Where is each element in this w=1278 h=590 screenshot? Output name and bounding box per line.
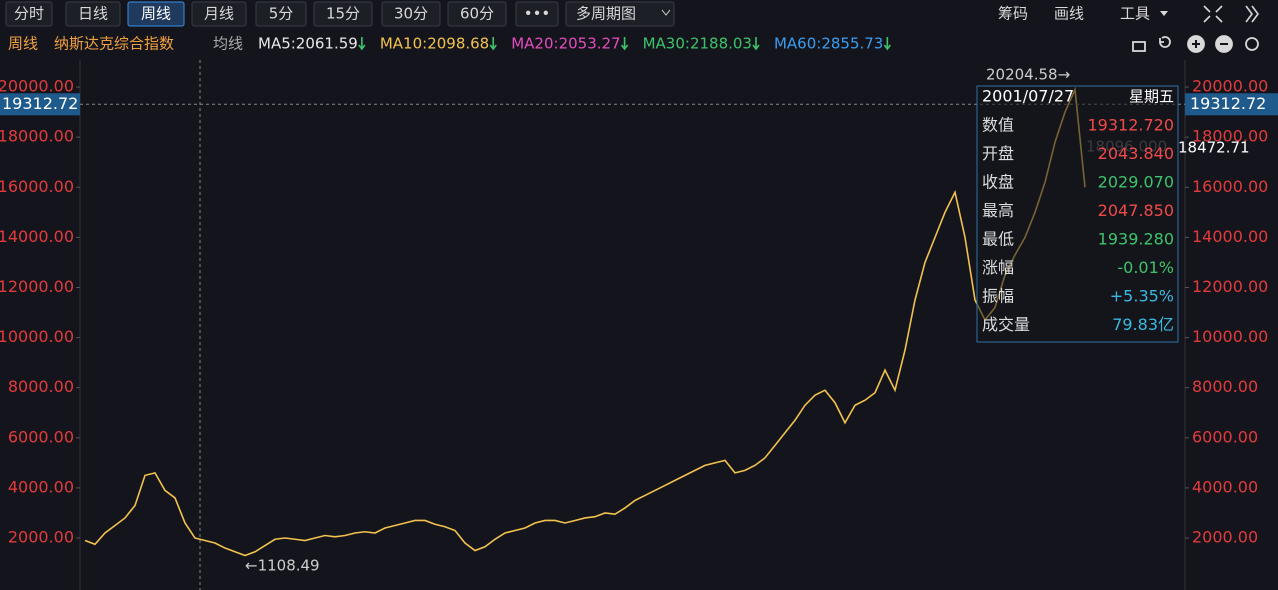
period-button[interactable] [515,1,559,27]
y-tick-label: 10000.00 [0,327,74,346]
ma-label: 均线 [213,35,243,53]
tooltip-value: 2029.070 [1098,173,1174,192]
y2-tick-label: 2000.00 [1192,528,1258,547]
icon-glyph [1192,40,1228,48]
chip-button[interactable]: 筹码 [998,5,1028,23]
crosshair-label-box [0,93,80,116]
undo-icon[interactable] [1159,36,1171,48]
period-button-label: 15分 [326,5,360,23]
toolbar: 分时 日线 周线 月线 5分 15分 30分 60分 ••• 多周期图 [5,1,675,27]
tools-button[interactable]: 工具 [1120,5,1150,23]
tooltip-label: 振幅 [982,287,1014,306]
y-tick-label: 8000.00 [8,377,74,396]
period-button[interactable] [127,1,185,27]
y2-tick-label: 8000.00 [1192,377,1258,396]
y2-tick-label: 14000.00 [1192,227,1268,246]
down-arrow [358,37,366,51]
y-tick-label: 2000.00 [8,528,74,547]
tooltip-label: 涨幅 [982,258,1014,277]
ma-legend-item: MA30:2188.03 [643,35,752,53]
tooltip-value: -0.01% [1117,258,1174,277]
tooltip-value: 19312.720 [1087,116,1174,135]
period-button[interactable] [65,1,121,27]
tooltip [976,85,1179,343]
y-tick-label: 18000.00 [0,127,74,146]
crosshair-label-box [1185,93,1278,116]
period-button-label: 分时 [14,5,44,23]
period-button[interactable] [313,1,373,27]
annotation: 18472.71 [1178,139,1250,157]
tooltip-value: +5.35% [1110,287,1174,306]
period-button[interactable] [565,1,675,27]
settings-icon[interactable] [1245,37,1259,51]
period-button-label: 5分 [269,5,294,23]
down-arrow [620,37,629,51]
dropdown-icon [661,9,671,16]
period-button[interactable] [191,1,247,27]
y-tick-label: 16000.00 [0,177,74,196]
ma-legend: MA5:2061.59 MA10:2098.68 MA20:2053.27 MA30:… [258,35,891,53]
dropdown-icon [1160,11,1168,16]
tooltip-value: 79.83亿 [1112,315,1174,334]
annotation: ←1108.49 [245,557,320,575]
y-tick-label: 6000.00 [8,427,74,446]
y2-tick-label: 12000.00 [1192,277,1268,296]
tooltip-label: 开盘 [982,144,1014,163]
tooltip-label: 最低 [982,230,1014,249]
down-arrow [489,37,497,51]
tooltip-weekday: 星期五 [1129,88,1174,106]
plot: 2000.00 2000.00 4000.00 4000.00 6000.00 6000.… [0,60,1278,590]
down-arrow [883,37,891,51]
period-button[interactable] [447,1,507,27]
draw-button[interactable]: 画线 [1054,5,1084,23]
expand-icon[interactable] [1245,5,1259,23]
period-button-label: 月线 [204,5,234,23]
period-button-label: 多周期图 [576,5,636,23]
tooltip-value: 2047.850 [1098,201,1174,220]
price-line [84,86,1086,557]
tooltip-label: 最高 [982,201,1014,220]
lock-icon[interactable] [1132,41,1146,52]
period-button[interactable] [381,1,441,27]
y-tick-label: 12000.00 [0,277,74,296]
y-tick-label: 20000.00 [0,77,74,96]
period-button-label: ••• [524,5,551,23]
tooltip-value: 1939.280 [1098,230,1174,249]
period-button[interactable] [255,1,307,27]
tooltip-label: 数值 [982,116,1014,135]
period-button-label: 60分 [460,5,494,23]
period-button-label: 30分 [394,5,428,23]
y2-tick-label: 16000.00 [1192,177,1268,196]
fullscreen-icon[interactable] [1203,5,1223,23]
y2-tick-label: 20000.00 [1192,77,1268,96]
tooltip-value: 2043.840 [1098,144,1174,163]
y-tick-label: 4000.00 [8,477,74,496]
period-button-label: 日线 [78,5,108,23]
period-button[interactable] [5,1,53,27]
ma-legend-item: MA5:2061.59 [258,35,358,53]
annotation: 20204.58→ [986,66,1070,84]
ma-legend-item: MA20:2053.27 [511,35,620,53]
tooltip-label: 收盘 [982,173,1014,192]
period-label: 周线 [8,35,38,53]
ma-legend-item: MA10:2098.68 [380,35,489,53]
period-button-label: 周线 [141,5,171,23]
tooltip-label: 成交量 [982,315,1030,334]
crosshair-label: 19312.72 [1190,94,1266,113]
y2-tick-label: 6000.00 [1192,427,1258,446]
y2-tick-label: 10000.00 [1192,327,1268,346]
tooltip-date: 2001/07/27 [982,87,1074,106]
index-name: 纳斯达克综合指数 [54,35,174,53]
y2-tick-label: 18000.00 [1192,127,1268,146]
ma-legend-item: MA60:2855.73 [774,35,883,53]
crosshair-label: 19312.72 [2,94,78,113]
y-tick-label: 14000.00 [0,227,74,246]
down-arrow [752,37,760,51]
y2-tick-label: 4000.00 [1192,477,1258,496]
